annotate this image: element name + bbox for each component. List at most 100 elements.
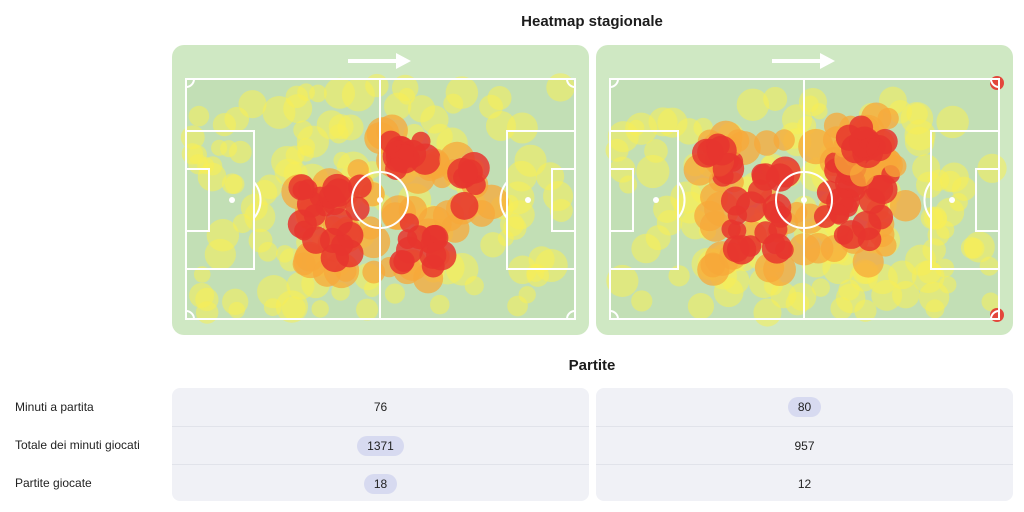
heat-blob [773, 129, 795, 151]
heat-blob [357, 225, 391, 259]
heat-blob [763, 86, 788, 111]
heat-blob [221, 173, 243, 195]
heat-blob [826, 187, 854, 216]
heat-blob [505, 200, 535, 230]
heat-blob [833, 225, 854, 245]
heat-blob [668, 265, 690, 287]
stat-cell: 1371 [172, 426, 589, 465]
heat-blob [830, 297, 853, 320]
heat-blob [877, 107, 899, 130]
stat-value-highlighted: 80 [787, 397, 822, 417]
heat-blob [802, 95, 819, 113]
heat-blob [751, 163, 780, 191]
heat-blob [761, 233, 793, 264]
stat-cell: 76 [172, 388, 589, 426]
heat-blob [687, 293, 714, 320]
heat-blob [735, 191, 767, 223]
heat-blob [507, 295, 528, 317]
heat-blob [480, 232, 506, 258]
heat-blob [726, 235, 757, 265]
heat-blob [430, 294, 450, 315]
heat-blob [222, 288, 249, 315]
heat-blob [848, 126, 880, 158]
heat-blob [188, 154, 209, 175]
heat-blob [534, 248, 568, 282]
heatmap-pitch-left [172, 45, 589, 335]
heat-blob [238, 90, 267, 119]
heat-blob [384, 283, 405, 304]
heat-blob [331, 233, 354, 256]
heat-blob [487, 86, 512, 111]
heat-blob [785, 291, 810, 316]
heat-blob [356, 298, 379, 321]
heat-blob [645, 225, 671, 251]
heat-blob [420, 105, 449, 134]
heat-blob [636, 154, 670, 189]
heat-blob [960, 237, 983, 259]
stat-value: 76 [373, 400, 388, 414]
heat-blob [193, 266, 211, 283]
heat-blob [189, 282, 215, 308]
matches-title: Partite [568, 357, 616, 374]
stat-value-highlighted: 1371 [357, 436, 404, 456]
heat-blob [426, 240, 457, 271]
heat-blob [936, 220, 955, 239]
heat-blob [852, 246, 884, 278]
heat-blob [341, 78, 375, 112]
heatmap-title: Heatmap stagionale [521, 13, 663, 30]
heat-blob [892, 280, 920, 309]
heat-blob [206, 219, 240, 252]
heat-blob [653, 195, 681, 223]
heat-blob [464, 276, 484, 296]
heat-blob [889, 190, 922, 222]
heat-blob [450, 191, 479, 220]
pitch-lines-right [609, 78, 1000, 320]
stat-value: 12 [797, 477, 812, 491]
heat-blob [675, 118, 703, 145]
row-label-minutes-per-match: Minuti a partita [15, 400, 94, 414]
heat-blob [868, 204, 894, 230]
heat-blob [324, 178, 353, 207]
heat-blob [220, 140, 238, 158]
stat-cell: 957 [596, 426, 1013, 465]
heat-blob [884, 155, 907, 178]
heat-blob [445, 76, 479, 109]
heat-blob [285, 85, 309, 109]
heat-blob [706, 135, 737, 166]
heat-blob [536, 162, 565, 191]
heat-blob [333, 151, 351, 169]
stats-panel-left: 76 1371 18 [172, 388, 589, 501]
heat-blob [917, 260, 942, 284]
heat-blob [922, 238, 946, 262]
pitch-left-svg [180, 53, 576, 324]
pitch-right-svg [605, 53, 1007, 327]
attack-direction-arrow-icon [348, 53, 411, 69]
heat-blob [713, 277, 744, 308]
heat-blob [912, 154, 941, 183]
stat-cell: 80 [596, 388, 1013, 426]
heat-blob [281, 296, 306, 321]
heat-blob [606, 264, 639, 298]
stat-cell: 12 [596, 464, 1013, 501]
stats-panel-right: 80 957 12 [596, 388, 1013, 501]
heat-blob [393, 250, 415, 272]
heat-blob [447, 157, 478, 189]
heat-blob [287, 209, 317, 239]
stat-value: 957 [794, 439, 815, 453]
heat-blob [981, 292, 1001, 312]
heat-blob [258, 241, 278, 262]
heat-blob [506, 160, 538, 192]
heat-blob [736, 88, 770, 121]
heat-blob [900, 102, 934, 135]
heat-blob [311, 300, 329, 318]
heat-blob [271, 145, 303, 178]
attack-direction-arrow-icon [772, 53, 835, 69]
heat-blob [257, 174, 283, 200]
heat-blob [605, 138, 629, 162]
heat-blob [288, 174, 315, 201]
heat-blob [546, 73, 575, 102]
row-label-total-minutes: Totale dei minuti giocati [15, 438, 140, 452]
heat-blob [811, 278, 830, 297]
heat-blob [936, 105, 969, 139]
heat-blob [868, 174, 898, 205]
